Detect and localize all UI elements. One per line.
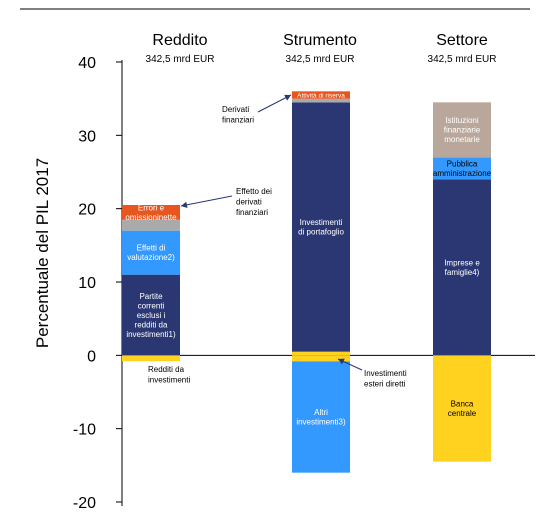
bar-segment-strumento-4 xyxy=(292,361,350,473)
segment-label: redditi da xyxy=(135,320,168,329)
annotation-arrow-line xyxy=(257,94,292,113)
bar-segment-strumento-1 xyxy=(292,102,350,352)
annotation-arrowhead xyxy=(181,201,188,208)
bar-segment-settore-1 xyxy=(433,157,491,180)
segment-label: Partite xyxy=(139,292,163,301)
annotation-derivati-finanziari: Derivati xyxy=(222,105,249,114)
annotation-arrowhead xyxy=(284,94,291,101)
segment-label: amministrazione xyxy=(433,169,492,178)
segment-label: Istituzioni xyxy=(445,116,479,125)
y-tick-label: -10 xyxy=(73,422,96,439)
y-tick-label: 40 xyxy=(78,55,96,72)
annotation-investimenti-esteri-diretti: esteri diretti xyxy=(364,380,406,389)
segment-label: esclusi i xyxy=(137,311,166,320)
bar-segment-reddito-1 xyxy=(122,230,180,275)
annotation-redditi-da-investimenti: Redditi da xyxy=(148,365,185,374)
bar-segment-strumento-0 xyxy=(292,351,350,356)
y-tick-label: 30 xyxy=(78,128,96,145)
bar-segment-strumento-2 xyxy=(292,98,350,103)
y-tick-label: 20 xyxy=(78,202,96,219)
annotation-derivati-finanziari: finanziari xyxy=(222,116,254,125)
segment-label: Errori e xyxy=(138,203,165,212)
bar-segment-reddito-2 xyxy=(122,219,180,231)
bar-segment-reddito-3 xyxy=(122,205,180,220)
segment-label: Altri xyxy=(314,408,328,417)
segment-label: investimenti3) xyxy=(296,417,346,426)
group-title-strumento: Strumento xyxy=(283,32,357,49)
group-title-reddito: Reddito xyxy=(152,32,207,49)
group-subtitle-settore: 342,5 mrd EUR xyxy=(428,54,497,65)
segment-label: valutazione2) xyxy=(127,253,175,262)
segment-label: di portafoglio xyxy=(298,228,344,237)
segment-label: correnti xyxy=(138,301,165,310)
bar-segment-reddito-0 xyxy=(122,274,180,356)
segment-label: investimenti1) xyxy=(126,330,176,339)
segment-label: centrale xyxy=(448,409,477,418)
segment-label: Imprese e xyxy=(444,258,480,267)
group-subtitle-reddito: 342,5 mrd EUR xyxy=(146,54,215,65)
y-tick-label: -20 xyxy=(73,495,96,512)
annotation-effetto-derivati: derivati xyxy=(236,198,262,207)
segment-label: Banca xyxy=(451,400,474,409)
y-tick-label: 0 xyxy=(87,348,96,365)
annotation-effetto-derivati: finanziari xyxy=(236,208,268,217)
segment-label: famiglie4) xyxy=(445,268,480,277)
bar-segment-settore-0 xyxy=(433,179,491,356)
y-tick-label: 10 xyxy=(78,275,96,292)
annotations: Redditi da investimenti Effetto dei derivat… xyxy=(148,94,407,389)
group-subtitle-strumento: 342,5 mrd EUR xyxy=(286,54,355,65)
group-title-settore: Settore xyxy=(436,32,488,49)
axes: -20 -10 0 10 20 30 40 xyxy=(73,55,535,512)
segment-label: finanziarie xyxy=(444,126,481,135)
bar-segment-strumento-5 xyxy=(292,355,350,362)
bar-segment-settore-2 xyxy=(433,102,491,158)
group-titles: Reddito 342,5 mrd EUR Strumento 342,5 mrd E… xyxy=(146,32,497,65)
segment-label: Effetti di xyxy=(137,244,166,253)
annotation-effetto-derivati: Effetto dei xyxy=(236,187,272,196)
segment-label: omissioninette xyxy=(125,213,177,222)
y-axis-title: Percentuale del PIL 2017 xyxy=(33,158,52,348)
segment-label: Attività di riserva xyxy=(297,92,345,99)
annotation-investimenti-esteri-diretti: Investimenti xyxy=(364,369,407,378)
segment-label: Investimenti xyxy=(300,218,343,227)
annotation-arrow-line xyxy=(180,195,233,207)
bar-segment-reddito-4 xyxy=(122,355,180,362)
bar-segment-strumento-3 xyxy=(292,91,350,99)
annotation-redditi-da-investimenti: investimenti xyxy=(148,376,190,385)
bar-segment-settore-3 xyxy=(433,355,491,462)
annotation-arrowhead xyxy=(338,358,345,365)
segment-label: monetarie xyxy=(444,135,480,144)
segment-label: Pubblica xyxy=(447,159,478,168)
